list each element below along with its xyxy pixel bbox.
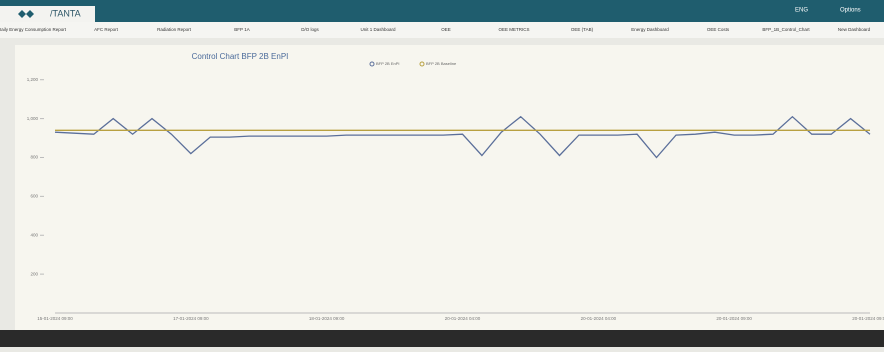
x-tick-label: 20-01-2024 09:00 [852,316,884,321]
options[interactable]: Options [840,8,861,14]
y-tick-label: 800 [30,155,38,160]
y-tick-label: 600 [30,194,38,199]
top-bar [0,0,884,22]
nav-tab[interactable]: New Dashboard [838,27,871,32]
logo-box [0,6,95,22]
y-tick-label: 200 [30,271,38,276]
nav-tab[interactable]: OEE (TAB) [571,27,594,32]
x-tick-label: 20-01-2024 04:00 [581,316,617,321]
page: /TANTA ENG Options Control Chart BFP 2B … [0,0,884,347]
x-tick-label: 18-01-2024 09:00 [309,316,345,321]
nav-tab[interactable]: Daily Energy Consumption Report [0,27,67,32]
language[interactable]: ENG [795,8,808,14]
monitor-bezel [0,330,884,347]
x-tick-label: 20-01-2024 09:00 [716,316,752,321]
logo: /TANTA [50,8,81,18]
nav-tab[interactable]: AFC Report [94,27,119,32]
nav-tab[interactable]: OEE Costs [707,27,730,32]
nav-tab[interactable]: OEE METRICS [498,27,529,32]
nav-tab[interactable]: Energy Dashboard [631,27,669,32]
x-tick-label: 20-01-2024 04:00 [445,316,481,321]
legend-label[interactable]: BFP 2B EnPI [376,61,400,66]
y-tick-label: 400 [30,232,38,237]
chart-title: Control Chart BFP 2B EnPI [192,52,289,61]
chart-panel [15,45,884,330]
nav-tab[interactable]: BFP 1A [234,27,249,32]
nav-tab[interactable]: Unit 1 Dashboard [360,27,396,32]
nav-tab[interactable]: OEE [441,27,451,32]
x-tick-label: 17-01-2024 09:00 [173,316,209,321]
screen: /TANTA ENG Options Control Chart BFP 2B … [0,0,884,347]
x-tick-label: 15-01-2024 09:00 [37,316,73,321]
nav-tab[interactable]: D/O logs [301,27,319,32]
nav-tab[interactable]: BFP_1B_Control_Chart [762,27,810,32]
nav-tab[interactable]: Radiation Report [157,27,192,32]
y-tick-label: 1,000 [27,116,39,121]
y-tick-label: 1,200 [27,77,39,82]
legend-label[interactable]: BFP 2B Baseline [426,61,457,66]
